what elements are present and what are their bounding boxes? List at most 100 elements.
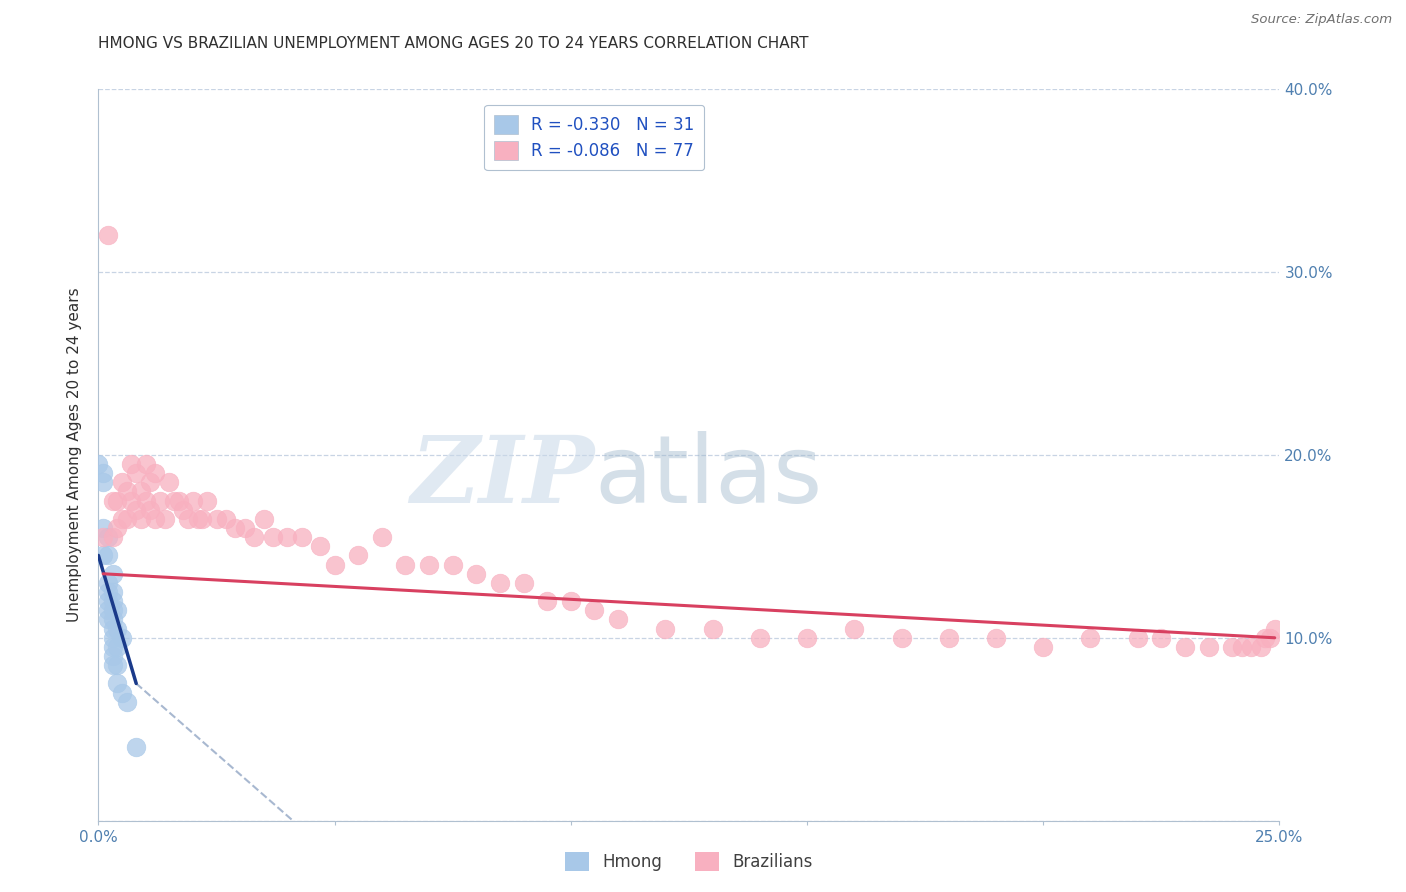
Point xyxy=(91,530,114,544)
Point xyxy=(890,631,912,645)
Text: atlas: atlas xyxy=(595,431,823,523)
Point xyxy=(101,640,124,654)
Point xyxy=(115,512,138,526)
Point xyxy=(1032,640,1054,654)
Point xyxy=(97,530,120,544)
Point xyxy=(309,539,332,553)
Point xyxy=(1174,640,1197,654)
Point xyxy=(323,558,346,572)
Point xyxy=(125,740,148,755)
Point xyxy=(153,512,176,526)
Point xyxy=(111,512,134,526)
Point xyxy=(101,493,124,508)
Point xyxy=(163,493,186,508)
Point xyxy=(97,228,120,243)
Point xyxy=(844,622,866,636)
Point xyxy=(97,585,120,599)
Point xyxy=(253,512,276,526)
Point xyxy=(1240,640,1263,654)
Point xyxy=(512,576,534,591)
Point xyxy=(181,493,204,508)
Point xyxy=(1220,640,1243,654)
Point xyxy=(290,530,312,544)
Point xyxy=(1258,631,1281,645)
Point xyxy=(91,475,114,490)
Point xyxy=(205,512,228,526)
Point xyxy=(91,521,114,535)
Point xyxy=(394,558,416,572)
Point xyxy=(654,622,676,636)
Point xyxy=(489,576,512,591)
Point xyxy=(111,685,134,699)
Point xyxy=(135,457,157,471)
Point xyxy=(105,658,128,673)
Point xyxy=(97,549,120,563)
Point xyxy=(87,457,110,471)
Point xyxy=(243,530,266,544)
Point xyxy=(347,549,370,563)
Point xyxy=(441,558,464,572)
Point xyxy=(101,603,124,617)
Point xyxy=(702,622,724,636)
Point xyxy=(1230,640,1253,654)
Point xyxy=(139,502,162,516)
Point xyxy=(143,466,166,480)
Point xyxy=(139,475,162,490)
Point xyxy=(583,603,606,617)
Point xyxy=(796,631,818,645)
Point xyxy=(101,649,124,664)
Point xyxy=(1254,631,1277,645)
Point xyxy=(115,484,138,499)
Point xyxy=(233,521,256,535)
Point xyxy=(105,622,128,636)
Point xyxy=(191,512,214,526)
Point xyxy=(276,530,298,544)
Point xyxy=(1150,631,1173,645)
Point xyxy=(115,695,138,709)
Point xyxy=(172,502,194,516)
Text: HMONG VS BRAZILIAN UNEMPLOYMENT AMONG AGES 20 TO 24 YEARS CORRELATION CHART: HMONG VS BRAZILIAN UNEMPLOYMENT AMONG AG… xyxy=(98,36,808,51)
Point xyxy=(187,512,209,526)
Point xyxy=(91,549,114,563)
Point xyxy=(121,457,143,471)
Point xyxy=(105,676,128,690)
Point xyxy=(101,622,124,636)
Point xyxy=(129,512,152,526)
Point xyxy=(101,566,124,581)
Point xyxy=(1264,622,1286,636)
Point xyxy=(125,466,148,480)
Point xyxy=(149,493,172,508)
Y-axis label: Unemployment Among Ages 20 to 24 years: Unemployment Among Ages 20 to 24 years xyxy=(67,287,83,623)
Point xyxy=(371,530,394,544)
Point xyxy=(143,512,166,526)
Point xyxy=(105,521,128,535)
Point xyxy=(101,585,124,599)
Point xyxy=(105,603,128,617)
Point xyxy=(125,502,148,516)
Point xyxy=(1198,640,1220,654)
Point xyxy=(748,631,770,645)
Point xyxy=(465,566,488,581)
Point xyxy=(105,640,128,654)
Point xyxy=(1080,631,1102,645)
Point xyxy=(101,594,124,608)
Point xyxy=(536,594,558,608)
Point xyxy=(418,558,440,572)
Point xyxy=(111,631,134,645)
Point xyxy=(129,484,152,499)
Point xyxy=(177,512,200,526)
Point xyxy=(97,594,120,608)
Point xyxy=(560,594,582,608)
Text: Source: ZipAtlas.com: Source: ZipAtlas.com xyxy=(1251,13,1392,27)
Point xyxy=(101,631,124,645)
Point xyxy=(224,521,246,535)
Point xyxy=(195,493,218,508)
Point xyxy=(111,475,134,490)
Text: ZIP: ZIP xyxy=(411,432,595,522)
Point xyxy=(101,658,124,673)
Point xyxy=(101,530,124,544)
Point xyxy=(97,603,120,617)
Point xyxy=(121,493,143,508)
Point xyxy=(938,631,960,645)
Point xyxy=(215,512,238,526)
